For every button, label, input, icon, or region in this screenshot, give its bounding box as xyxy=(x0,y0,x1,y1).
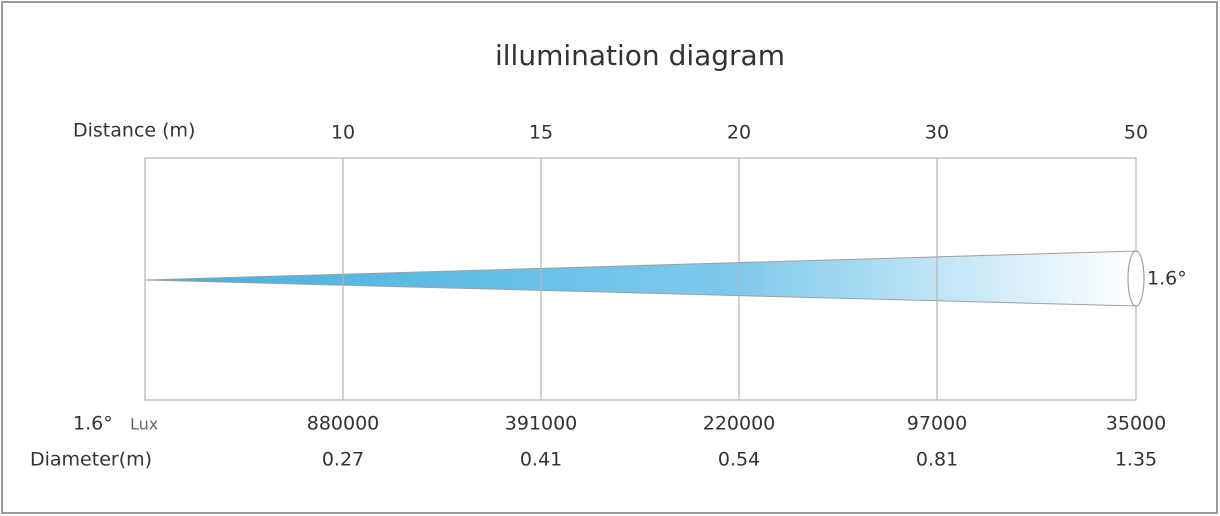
beam-angle: 1.6° xyxy=(1147,268,1187,290)
distance-label: Distance (m) xyxy=(73,120,195,142)
diameter-label: Diameter(m) xyxy=(30,449,152,471)
diameter-value: 0.41 xyxy=(520,449,562,471)
lux-value: 220000 xyxy=(703,413,776,435)
distance: 50 xyxy=(1124,122,1148,144)
lux-angle: 1.6° xyxy=(73,413,113,435)
lux-label: Lux xyxy=(130,415,158,434)
distance: 30 xyxy=(925,122,949,144)
beam-end xyxy=(1127,250,1145,307)
lux-value: 35000 xyxy=(1106,413,1166,435)
diameter-value: 0.81 xyxy=(916,449,958,471)
lux-value: 97000 xyxy=(907,413,967,435)
distance: 10 xyxy=(331,122,355,144)
title: illumination diagram xyxy=(495,39,785,72)
distance: 15 xyxy=(529,122,553,144)
lux-value: 391000 xyxy=(505,413,578,435)
diameter-value: 1.35 xyxy=(1115,449,1157,471)
columns: 10 880000 0.27 15 391000 0.41 20 220000 0.54 30 97… xyxy=(307,122,1166,471)
lux-value: 880000 xyxy=(307,413,380,435)
diameter-value: 0.54 xyxy=(718,449,760,471)
distance: 20 xyxy=(727,122,751,144)
diameter-value: 0.27 xyxy=(322,449,364,471)
